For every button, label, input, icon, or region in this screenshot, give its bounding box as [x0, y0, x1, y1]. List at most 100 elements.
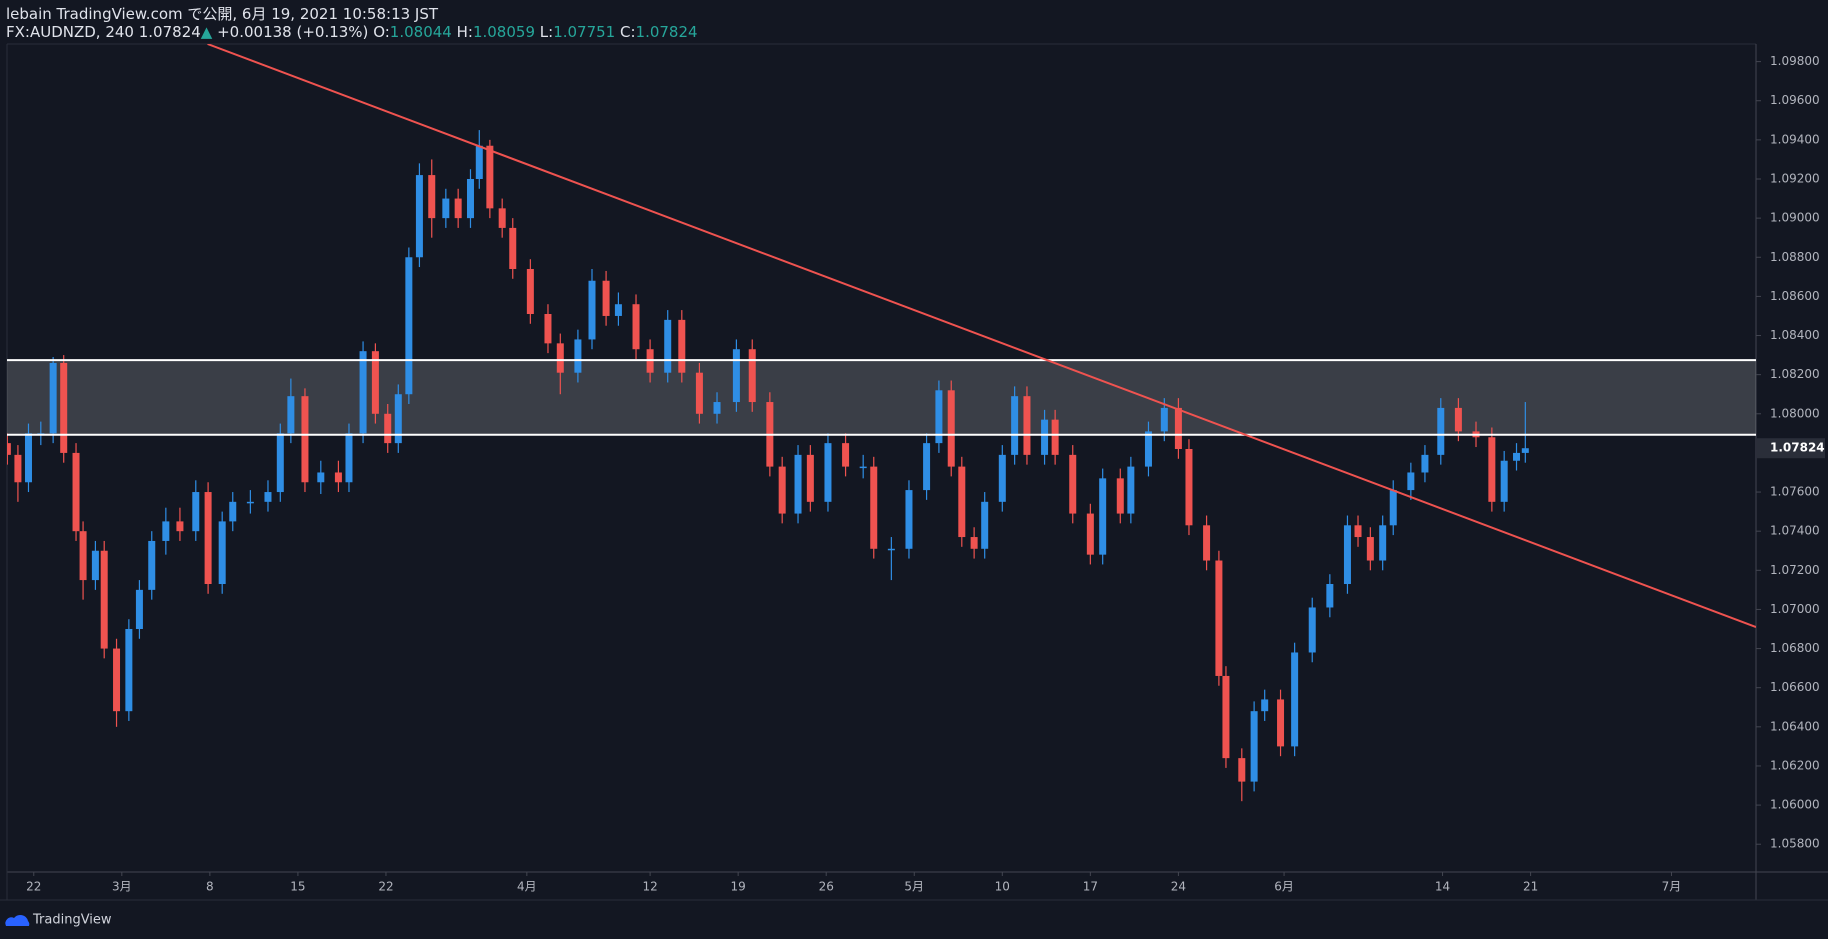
candle-body — [614, 304, 622, 316]
candle-body — [574, 339, 582, 373]
candle-body — [1116, 478, 1124, 514]
candle-body — [24, 433, 32, 483]
candle-body — [204, 492, 212, 584]
candle-body — [509, 227, 517, 269]
x-tick-label: 6月 — [1274, 880, 1294, 894]
candle-body — [998, 454, 1006, 502]
x-tick-label: 3月 — [112, 880, 132, 894]
close-label: C: — [620, 23, 636, 41]
x-tick-label: 5月 — [904, 880, 924, 894]
x-tick-label: 22 — [26, 880, 41, 894]
y-tick-label: 1.06800 — [1770, 641, 1820, 655]
candle-body — [384, 413, 392, 444]
y-tick-label: 1.08600 — [1770, 289, 1820, 303]
candle-body — [72, 452, 80, 532]
publish-info: lebain TradingView.com で公開, 6月 19, 2021 … — [6, 5, 438, 23]
x-tick-label: 10 — [995, 880, 1010, 894]
x-tick-label: 4月 — [517, 880, 537, 894]
candle-body — [192, 492, 200, 532]
candle-body — [970, 537, 978, 549]
y-tick-label: 1.09200 — [1770, 172, 1820, 186]
zone — [7, 360, 1756, 435]
candle-body — [334, 472, 342, 483]
candle-body — [1513, 452, 1521, 461]
x-tick-label: 12 — [642, 880, 657, 894]
y-tick-label: 1.08800 — [1770, 250, 1820, 264]
candle-body — [100, 550, 108, 649]
candle-body — [923, 443, 931, 491]
candle-body — [442, 198, 450, 219]
arrow: ▲ — [200, 23, 213, 41]
x-tick-label: 15 — [290, 880, 305, 894]
candle-body — [1389, 490, 1397, 526]
candle-body — [1099, 478, 1107, 555]
y-tick-label: 1.07600 — [1770, 485, 1820, 499]
y-tick-label: 1.06000 — [1770, 798, 1820, 812]
candle-body — [905, 490, 913, 549]
candle-body — [1308, 607, 1316, 653]
candle-body — [1086, 513, 1094, 555]
candle-body — [806, 454, 814, 502]
symbol: FX:AUDNZD, 240 — [6, 23, 134, 41]
candle-body — [1407, 472, 1415, 491]
high-value: 1.08059 — [472, 23, 535, 41]
candle-body — [498, 208, 506, 228]
candle-body — [162, 521, 170, 541]
candle-body — [887, 548, 895, 551]
plot-area — [7, 44, 1756, 802]
x-tick-label: 21 — [1523, 880, 1538, 894]
x-tick-label: 14 — [1435, 880, 1450, 894]
candle-body — [359, 351, 367, 434]
candle-body — [556, 343, 564, 373]
candle-body — [7, 443, 11, 455]
candle-body — [317, 472, 325, 483]
candle-body — [345, 433, 353, 483]
candle-body — [1291, 652, 1299, 747]
price: 1.07824 — [138, 23, 201, 41]
candle-body — [49, 362, 57, 434]
y-tick-label: 1.05800 — [1770, 837, 1820, 851]
trend-line — [207, 44, 1756, 628]
candle-body — [842, 443, 850, 467]
x-tick-label: 7月 — [1662, 880, 1682, 894]
axes: 1.05800 1.06000 1.06200 1.06400 1.06600 1.068… — [26, 54, 1825, 894]
high-label: H: — [456, 23, 473, 41]
candle-body — [713, 402, 721, 414]
candle-body — [1521, 448, 1529, 453]
candle-body — [301, 396, 309, 483]
candle-body — [229, 501, 237, 522]
candle-body — [486, 145, 494, 209]
candle-body — [454, 198, 462, 219]
candle-body — [475, 145, 483, 179]
candle-body — [1222, 675, 1230, 759]
candle-body — [1215, 560, 1223, 676]
candle-body — [264, 492, 272, 502]
x-tick-label: 19 — [731, 880, 746, 894]
candle-body — [1203, 525, 1211, 561]
candle-body — [1343, 525, 1351, 584]
candle-body — [1261, 699, 1269, 712]
x-tick-label: 24 — [1171, 880, 1186, 894]
y-tick-label: 1.07000 — [1770, 602, 1820, 616]
last-price-label: 1.07824 — [1770, 441, 1825, 455]
candle-body — [678, 319, 686, 373]
candle-body — [1326, 584, 1334, 608]
y-tick-label: 1.09600 — [1770, 93, 1820, 107]
candle-body — [125, 629, 133, 712]
candle-body — [79, 531, 87, 581]
candle-body — [1366, 537, 1374, 561]
candle-body — [1185, 449, 1193, 526]
candle-body — [466, 179, 474, 219]
candle-body — [824, 443, 832, 502]
candle-body — [91, 550, 99, 581]
candle-body — [60, 362, 68, 453]
brand-logo: TradingView — [5, 913, 112, 928]
candle-body — [664, 319, 672, 373]
y-tick-label: 1.07400 — [1770, 524, 1820, 538]
title: lebain TradingView.com で公開, 6月 19, 2021 … — [6, 5, 439, 23]
candle-body — [1144, 431, 1152, 467]
candle-body — [113, 648, 121, 712]
